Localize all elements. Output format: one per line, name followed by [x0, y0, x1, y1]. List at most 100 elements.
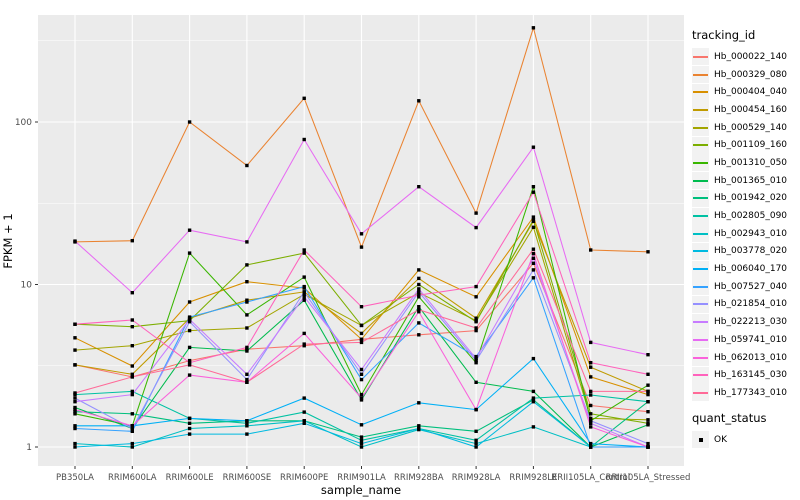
data-point-Hb_022213_030	[531, 256, 536, 260]
data-point-Hb_062013_010	[73, 407, 77, 412]
data-point-Hb_000454_160	[417, 276, 421, 281]
data-point-Hb_177343_010	[589, 389, 593, 394]
data-point-Hb_021854_010	[646, 441, 650, 446]
data-point-Hb_000529_140	[130, 344, 134, 348]
data-point-Hb_001310_050	[187, 251, 192, 255]
legend-key	[692, 101, 709, 119]
data-point-Hb_062013_010	[359, 396, 364, 400]
data-point-Hb_006040_170	[531, 356, 536, 361]
legend-key	[692, 48, 709, 66]
legend-key-line-icon	[693, 338, 708, 341]
data-point-Hb_022213_030	[73, 400, 77, 404]
data-point-Hb_003778_020	[359, 441, 364, 446]
data-point-Hb_000404_040	[474, 295, 478, 299]
data-point-Hb_006040_170	[359, 423, 364, 427]
data-point-Hb_177343_010	[646, 389, 650, 394]
data-point-Hb_022213_030	[302, 295, 306, 299]
legend-item-label: Hb_007527_040	[714, 281, 788, 292]
data-point-Hb_062013_010	[187, 373, 192, 377]
data-point-Hb_001310_050	[474, 361, 478, 365]
data-point-Hb_000022_140	[245, 347, 249, 351]
legend-items: Hb_000022_140 Hb_000329_080 Hb_000404_040 H…	[692, 48, 800, 402]
x-tick-label: RRIM600PE	[280, 473, 328, 483]
data-point-Hb_000404_040	[359, 337, 364, 341]
legend-item-label: Hb_001942_020	[714, 193, 788, 204]
data-point-Hb_003778_020	[474, 445, 478, 449]
data-point-Hb_001365_010	[245, 349, 249, 353]
data-point-Hb_000529_140	[73, 348, 77, 352]
legend-item-Hb_000329_080: Hb_000329_080	[692, 66, 800, 84]
legend-item-label: Hb_000529_140	[714, 122, 788, 133]
legend-item-quant-ok: OK	[692, 431, 800, 449]
legend-key-line-icon	[693, 55, 708, 58]
data-point-Hb_007527_040	[187, 315, 192, 319]
legend-item-Hb_177343_010: Hb_177343_010	[692, 384, 800, 402]
legend-item-Hb_000454_160: Hb_000454_160	[692, 101, 800, 119]
y-tick-label: 1	[26, 443, 32, 453]
legend-item-Hb_001310_050: Hb_001310_050	[692, 154, 800, 172]
data-point-Hb_007527_040	[531, 276, 536, 280]
data-point-Hb_059741_010	[359, 232, 364, 236]
legend-item-Hb_001942_020: Hb_001942_020	[692, 189, 800, 208]
legend-key-line-icon	[693, 303, 708, 306]
legend-item-Hb_000529_140: Hb_000529_140	[692, 119, 800, 137]
data-point-Hb_163145_030	[474, 284, 478, 289]
legend-key-line-icon	[693, 144, 708, 147]
data-point-Hb_059741_010	[589, 340, 593, 345]
data-point-Hb_001310_050	[531, 185, 536, 189]
legend-item-Hb_021854_010: Hb_021854_010	[692, 295, 800, 314]
legend-key-line-icon	[693, 321, 708, 324]
data-point-Hb_000329_080	[130, 239, 134, 243]
data-point-Hb_001365_010	[474, 380, 478, 384]
data-point-Hb_001365_010	[359, 398, 364, 402]
data-point-Hb_000329_080	[589, 248, 593, 252]
data-point-Hb_001365_010	[646, 423, 650, 427]
data-point-Hb_177343_010	[359, 340, 364, 345]
data-point-Hb_163145_030	[589, 361, 593, 365]
legend-tracking-title: tracking_id	[692, 28, 756, 42]
data-point-Hb_022213_030	[130, 392, 134, 397]
legend-item-label: Hb_000454_160	[714, 104, 788, 115]
data-point-Hb_000329_080	[531, 26, 536, 30]
data-point-Hb_163145_030	[73, 322, 77, 326]
legend-key	[692, 278, 709, 296]
x-tick-label: RRIM600SE	[223, 473, 272, 483]
data-point-Hb_006040_170	[589, 441, 593, 446]
data-point-Hb_163145_030	[417, 293, 421, 297]
legend-item-label: Hb_001109_160	[714, 140, 788, 151]
data-point-Hb_001109_160	[359, 323, 364, 328]
legend-key-line-icon	[693, 374, 708, 377]
data-point-Hb_000022_140	[187, 358, 192, 363]
data-point-Hb_003778_020	[531, 400, 536, 404]
legend-key-line-icon	[693, 391, 708, 394]
quant-ok-key	[692, 431, 709, 449]
legend-item-Hb_006040_170: Hb_006040_170	[692, 260, 800, 278]
data-point-Hb_001310_050	[245, 313, 249, 317]
data-point-Hb_001365_010	[417, 305, 421, 309]
data-point-Hb_163145_030	[302, 248, 306, 252]
legend-key	[692, 189, 709, 207]
legend-key-line-icon	[693, 108, 708, 111]
data-point-Hb_002805_090	[359, 438, 364, 442]
legend-key-line-icon	[693, 161, 708, 164]
data-point-Hb_177343_010	[474, 326, 478, 330]
legend-item-Hb_002805_090: Hb_002805_090	[692, 207, 800, 225]
x-tick-label: RRIM928BA	[394, 473, 444, 483]
legend-item-Hb_003778_020: Hb_003778_020	[692, 242, 800, 261]
data-point-Hb_000022_140	[531, 261, 536, 265]
data-point-Hb_001109_160	[531, 218, 536, 222]
data-point-Hb_001310_050	[359, 392, 364, 397]
data-point-Hb_002805_090	[302, 410, 306, 414]
data-point-Hb_002943_010	[359, 445, 364, 449]
legend-item-label: Hb_062013_010	[714, 352, 788, 363]
data-point-Hb_001109_160	[302, 251, 306, 255]
data-point-Hb_003778_020	[302, 421, 306, 425]
data-point-Hb_002805_090	[646, 400, 650, 404]
data-point-Hb_059741_010	[302, 137, 306, 142]
data-point-Hb_000404_040	[130, 364, 134, 368]
data-point-Hb_062013_010	[646, 445, 650, 449]
legend-key	[692, 384, 709, 402]
legend-item-Hb_007527_040: Hb_007527_040	[692, 278, 800, 296]
data-point-Hb_000022_140	[474, 328, 478, 333]
legend-key	[692, 119, 709, 137]
